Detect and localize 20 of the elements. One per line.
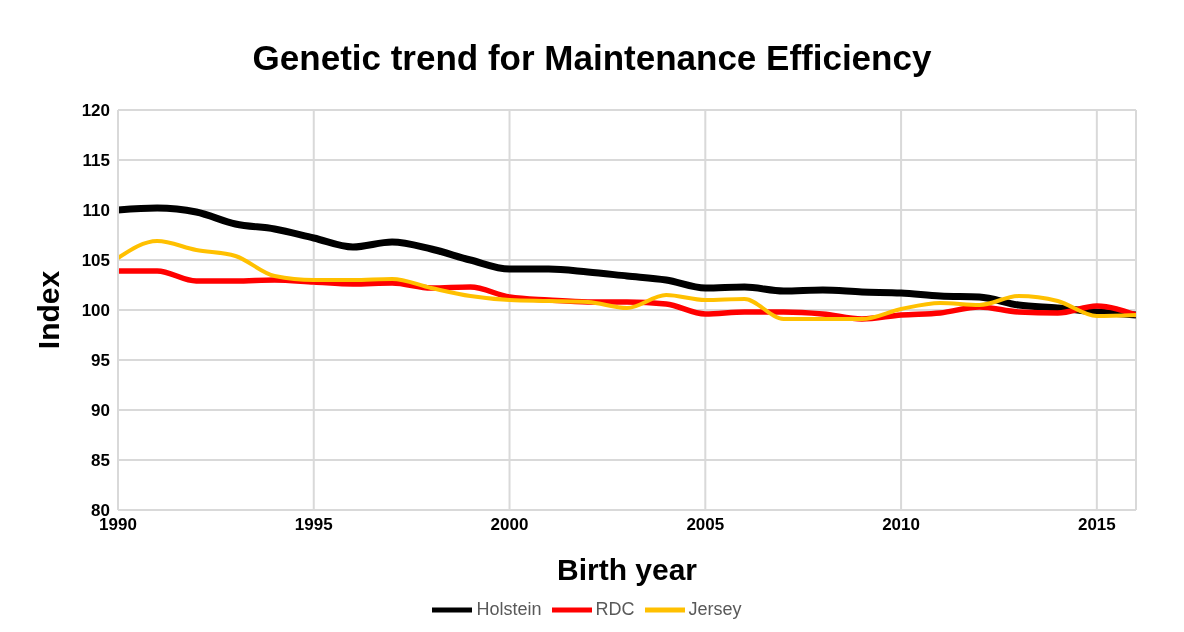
- y-tick-label: 90: [91, 401, 110, 421]
- y-tick-label: 110: [82, 201, 110, 221]
- legend-label: Jersey: [688, 598, 742, 619]
- y-tick-label: 120: [81, 101, 110, 121]
- y-tick-label: 95: [91, 351, 110, 371]
- line-series: [118, 239, 1136, 321]
- y-tick-label: 85: [91, 451, 110, 471]
- y-tick-label: 115: [82, 151, 110, 171]
- x-tick-label: 2005: [686, 515, 725, 535]
- x-tick-label: 2010: [882, 515, 920, 535]
- x-tick-label: 1995: [294, 515, 333, 535]
- chart-title: Genetic trend for Maintenance Efficiency: [251, 37, 933, 79]
- x-tick-label: 2015: [1077, 515, 1116, 535]
- y-tick-label: 100: [81, 301, 110, 321]
- x-axis-title: Birth year: [556, 553, 698, 586]
- x-tick-label: 2000: [490, 515, 529, 535]
- y-axis-title: Index: [31, 270, 65, 350]
- y-tick-label: 105: [81, 251, 110, 271]
- legend-label: Holstein: [476, 598, 542, 619]
- legend-label: RDC: [595, 598, 635, 619]
